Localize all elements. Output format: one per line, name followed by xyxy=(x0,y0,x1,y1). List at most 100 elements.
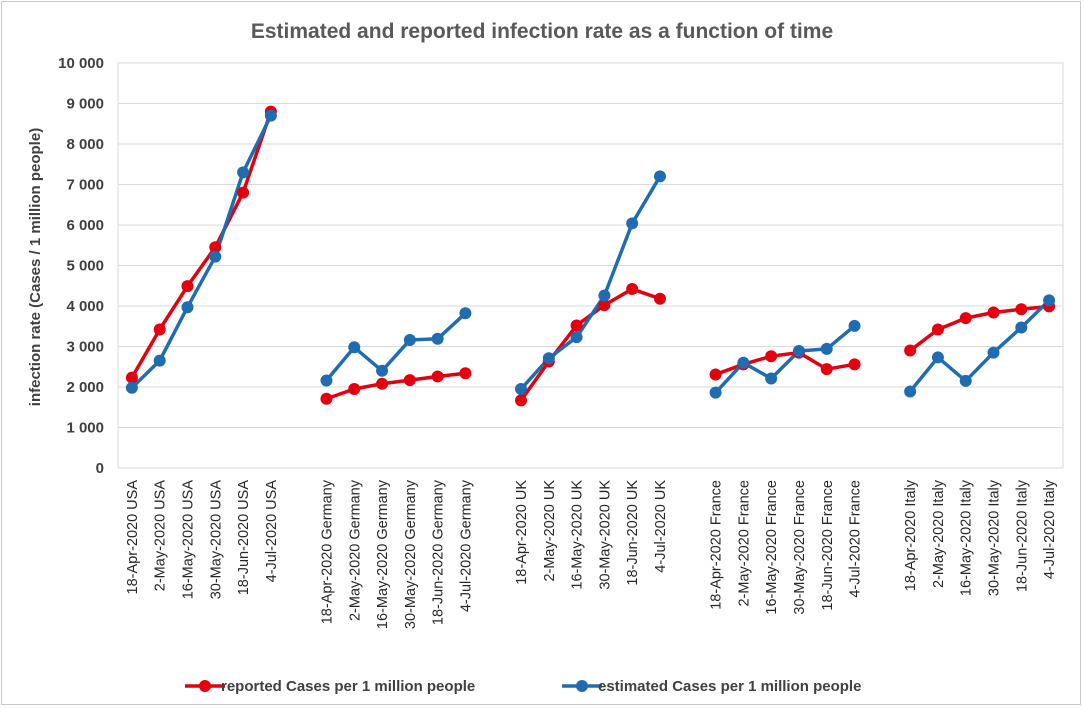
legend-estimated-label: estimated Cases per 1 million people xyxy=(598,678,861,695)
x-tick-label: 18-Apr-2020 UK xyxy=(514,480,530,585)
estimated-point xyxy=(848,319,861,332)
reported-point xyxy=(153,323,166,336)
x-tick-label: 18-Jun-2020 Germany xyxy=(431,479,447,625)
reported-point xyxy=(987,306,1000,319)
estimated-point xyxy=(209,250,222,263)
x-tick-label: 4-Jul-2020 UK xyxy=(653,480,669,573)
reported-point xyxy=(904,344,917,357)
reported-point xyxy=(459,367,472,380)
x-tick-label: 16-May-2020 UK xyxy=(570,480,586,590)
estimated-point xyxy=(542,352,555,365)
reported-point xyxy=(820,363,833,376)
reported-point xyxy=(959,312,972,325)
estimated-point xyxy=(348,341,361,354)
estimated-line-france xyxy=(714,324,856,394)
series-points xyxy=(125,105,1056,407)
reported-point xyxy=(598,299,611,312)
x-tick-label: 4-Jul-2020 Germany xyxy=(458,479,474,612)
estimated-point xyxy=(459,307,472,320)
estimated-point xyxy=(765,372,778,385)
y-tick-label: 8 000 xyxy=(66,136,104,153)
x-tick-label: 2-May-2020 USA xyxy=(153,480,169,592)
x-tick-label: 18-Jun-2020 USA xyxy=(236,480,252,596)
x-tick-label: 16-May-2020 Italy xyxy=(959,479,975,596)
estimated-point xyxy=(987,346,1000,359)
reported-point xyxy=(653,292,666,305)
x-tick-label: 2-May-2020 France xyxy=(736,480,752,607)
reported-point xyxy=(181,280,194,293)
x-tick-label: 30-May-2020 Italy xyxy=(987,479,1003,596)
reported-point xyxy=(515,394,528,407)
estimated-point xyxy=(515,383,528,396)
reported-point xyxy=(570,319,583,332)
estimated-point xyxy=(181,301,194,314)
x-tick-label: 30-May-2020 Germany xyxy=(403,479,419,629)
estimated-point xyxy=(570,331,583,344)
estimated-line-germany xyxy=(325,312,467,382)
x-tick-label: 2-May-2020 Germany xyxy=(347,479,363,621)
x-tick-label: 18-Apr-2020 France xyxy=(709,480,725,610)
x-tick-label: 4-Jul-2020 USA xyxy=(264,480,280,583)
estimated-point xyxy=(598,289,611,302)
estimated-point xyxy=(792,344,805,357)
estimated-line-italy xyxy=(908,299,1051,393)
x-tick-label: 16-May-2020 USA xyxy=(180,480,196,600)
gridlines xyxy=(117,62,1064,469)
x-tick-label: 16-May-2020 France xyxy=(764,480,780,615)
legend-reported-label: reported Cases per 1 million people xyxy=(221,678,475,695)
y-tick-label: 5 000 xyxy=(66,258,104,275)
x-tick-label: 30-May-2020 USA xyxy=(208,480,224,600)
y-axis-label: infection rate (Cases / 1 million people… xyxy=(27,128,44,406)
x-tick-label: 18-Jun-2020 UK xyxy=(625,480,641,586)
reported-point xyxy=(376,377,389,390)
reported-point xyxy=(403,374,416,387)
y-tick-label: 1 000 xyxy=(66,420,104,437)
estimated-point xyxy=(626,217,639,230)
estimated-line-uk xyxy=(519,175,662,391)
x-tick-label: 2-May-2020 Italy xyxy=(931,479,947,588)
legend-reported-swatch-marker xyxy=(199,680,211,692)
x-tick-label: 16-May-2020 Germany xyxy=(375,479,391,629)
x-axis-ticks: 18-Apr-2020 USA 2-May-2020 USA 16-May-2020… xyxy=(125,479,1058,629)
estimated-point xyxy=(153,354,166,367)
x-tick-label: 30-May-2020 UK xyxy=(597,480,613,590)
chart-title: Estimated and reported infection rate as… xyxy=(251,20,833,43)
reported-line-usa xyxy=(130,111,273,379)
reported-point xyxy=(320,392,333,405)
x-tick-label: 2-May-2020 UK xyxy=(542,480,558,582)
x-tick-label: 18-Apr-2020 Italy xyxy=(903,479,919,591)
estimated-point xyxy=(904,385,917,398)
x-tick-label: 18-Jun-2020 Italy xyxy=(1014,479,1030,592)
estimated-point xyxy=(959,374,972,387)
estimated-point xyxy=(376,364,389,377)
reported-point xyxy=(431,370,444,383)
y-tick-label: 9 000 xyxy=(66,96,104,113)
x-tick-label: 4-Jul-2020 Italy xyxy=(1042,479,1058,579)
y-tick-label: 2 000 xyxy=(66,379,104,396)
estimated-point xyxy=(709,386,722,399)
legend-estimated-swatch-marker xyxy=(576,680,588,692)
estimated-point xyxy=(125,381,138,394)
reported-point xyxy=(931,323,944,336)
estimated-point xyxy=(403,334,416,347)
x-tick-label: 4-Jul-2020 France xyxy=(848,480,864,598)
estimated-point xyxy=(237,166,250,179)
y-tick-label: 7 000 xyxy=(66,177,104,194)
estimated-point xyxy=(431,332,444,345)
reported-line-germany xyxy=(325,371,466,401)
reported-point xyxy=(848,358,861,371)
x-tick-label: 30-May-2020 France xyxy=(792,480,808,615)
estimated-point xyxy=(820,342,833,355)
x-tick-label: 18-Apr-2020 Germany xyxy=(319,479,335,624)
y-tick-label: 4 000 xyxy=(66,298,104,315)
reported-point xyxy=(209,241,222,254)
reported-point xyxy=(237,186,250,199)
y-tick-label: 3 000 xyxy=(66,339,104,356)
estimated-point xyxy=(653,170,666,183)
estimated-point xyxy=(931,351,944,364)
series-lines xyxy=(130,111,1051,402)
x-tick-label: 18-Jun-2020 France xyxy=(820,480,836,611)
estimated-point xyxy=(264,109,277,122)
